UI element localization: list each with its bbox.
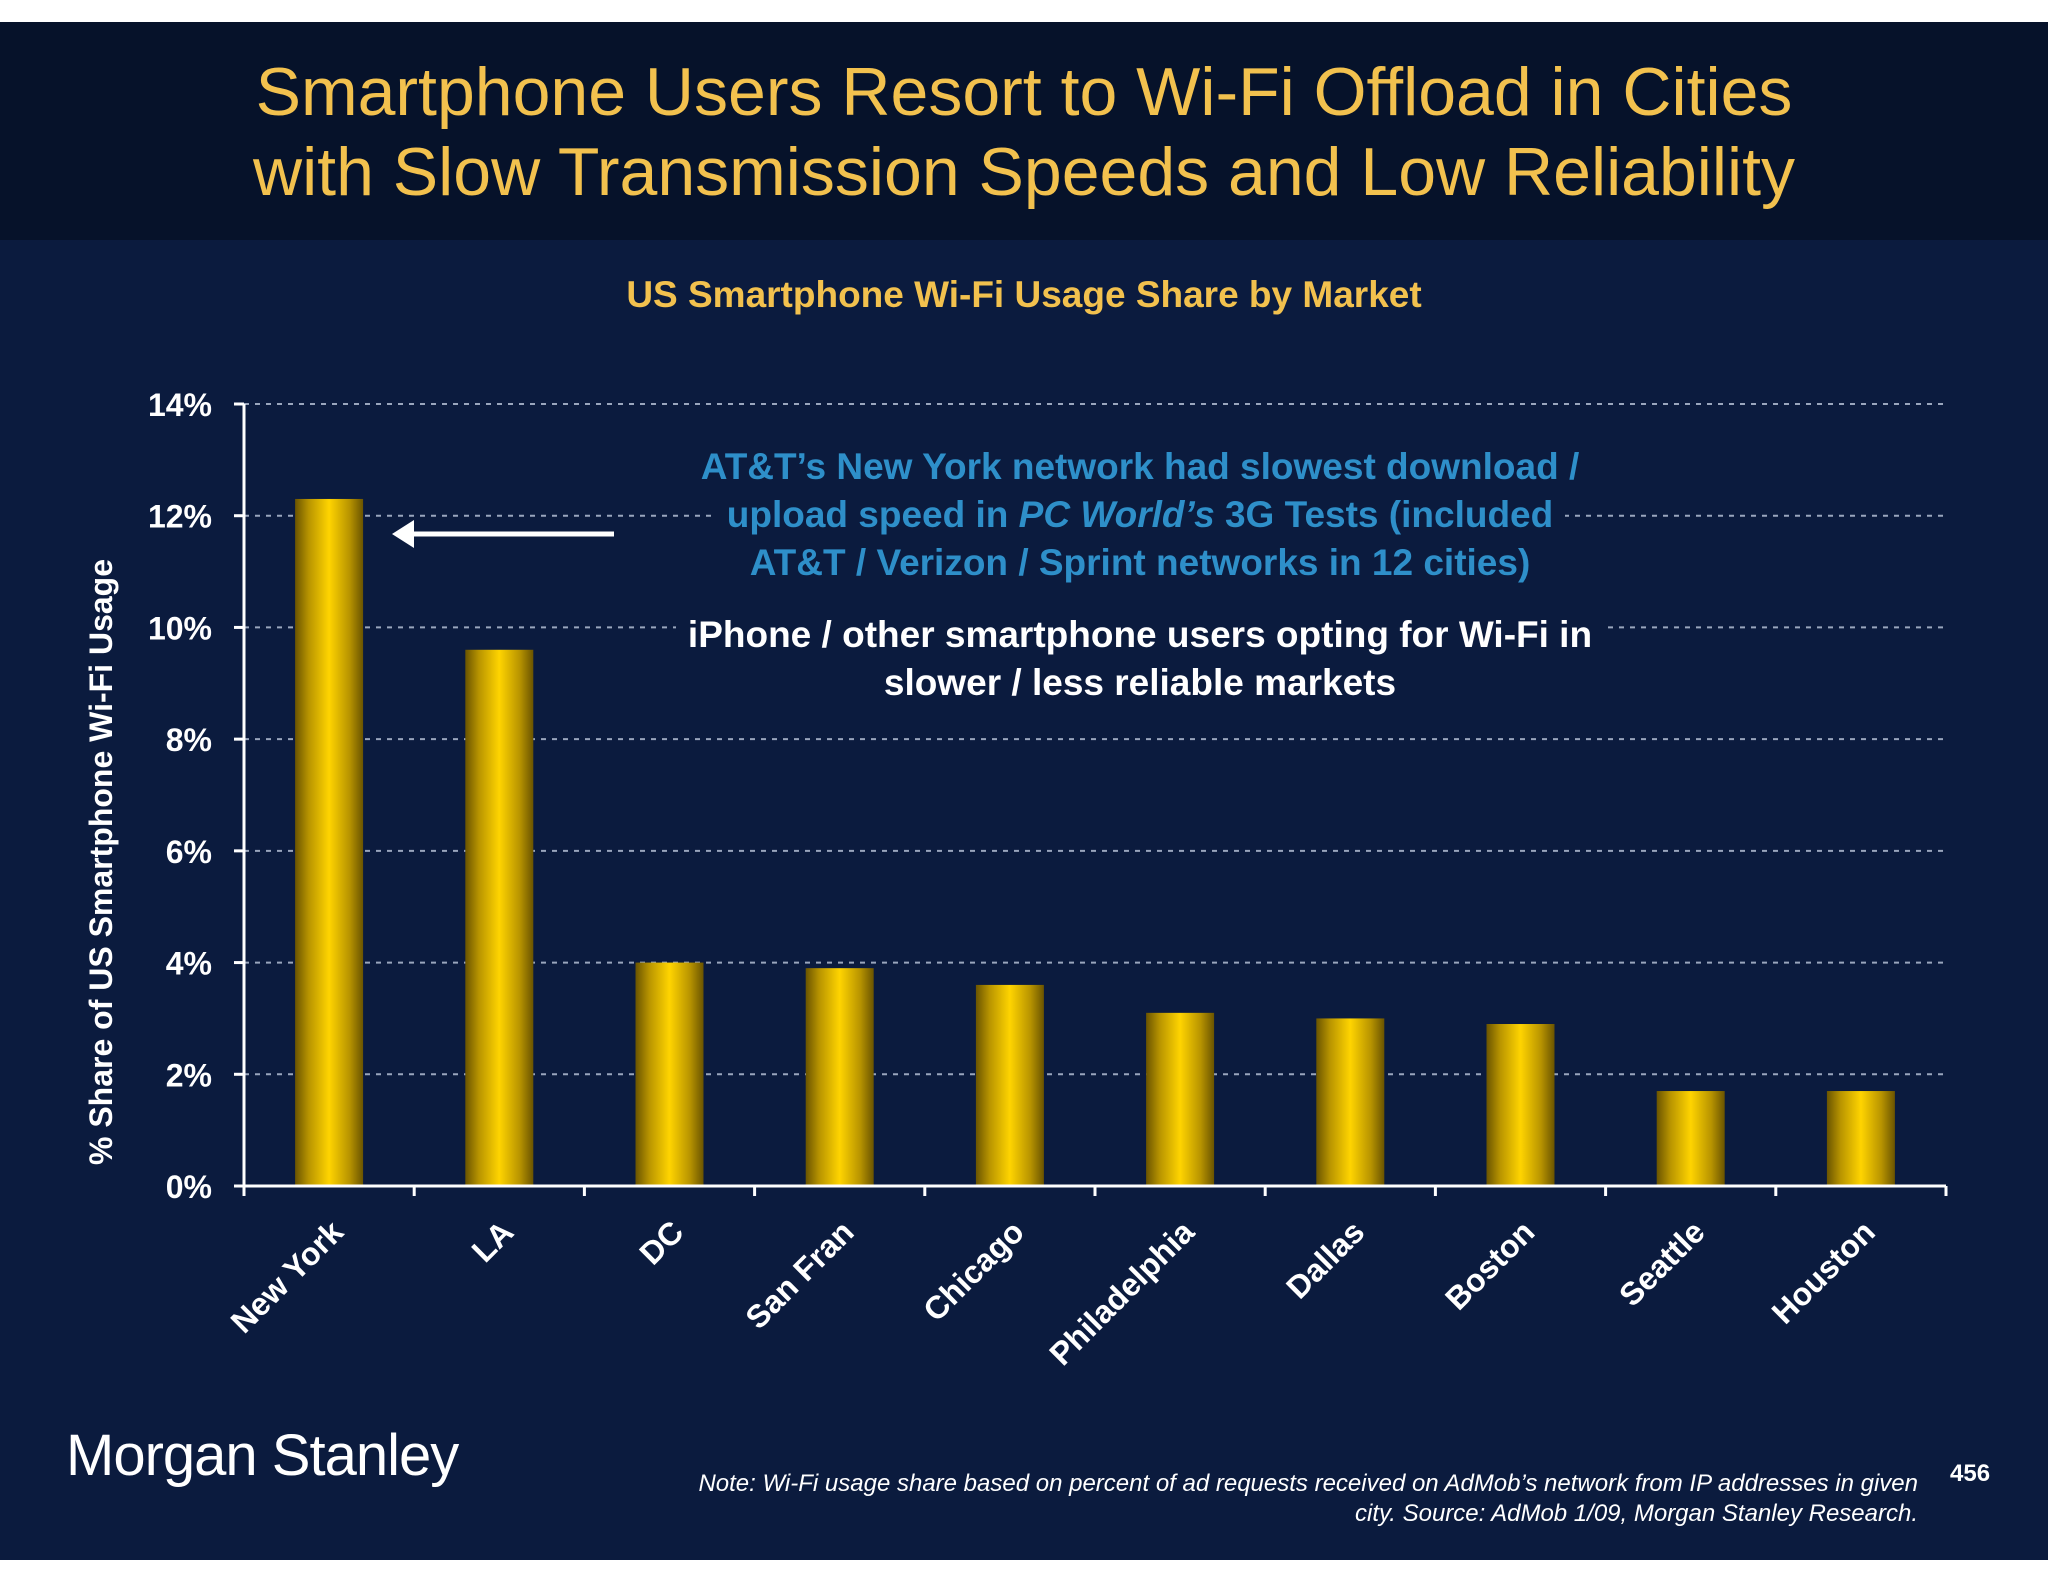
callout-emphasis: PC World’s xyxy=(1018,494,1215,535)
x-tick-label: Seattle xyxy=(1612,1213,1712,1313)
x-tick-label: Houston xyxy=(1765,1213,1882,1330)
bar-philadelphia xyxy=(1146,1012,1215,1186)
bar-dallas xyxy=(1316,1018,1385,1186)
y-tick-label: 14% xyxy=(148,387,212,423)
y-tick-label: 2% xyxy=(166,1057,212,1093)
title-band: Smartphone Users Resort to Wi-Fi Offload… xyxy=(0,22,2048,240)
x-tick-label: Philadelphia xyxy=(1042,1213,1201,1372)
bar-dc xyxy=(635,962,704,1186)
x-tick-label: Chicago xyxy=(916,1213,1031,1328)
bar-boston xyxy=(1486,1024,1555,1186)
bar-la xyxy=(465,649,534,1186)
bar-new-york xyxy=(295,498,364,1186)
y-tick-label: 12% xyxy=(148,499,212,535)
y-axis-label: % Share of US Smartphone Wi-Fi Usage xyxy=(83,559,119,1165)
bar-seattle xyxy=(1656,1091,1725,1186)
slide-title-line-2: with Slow Transmission Speeds and Low Re… xyxy=(252,134,1796,210)
footnote-line-1: Note: Wi-Fi usage share based on percent… xyxy=(698,1470,1918,1497)
x-tick-label: Dallas xyxy=(1279,1213,1371,1305)
y-tick-label: 8% xyxy=(166,722,212,758)
callout-blue-line-1: AT&T’s New York network had slowest down… xyxy=(640,443,1640,491)
slide-title-line-1: Smartphone Users Resort to Wi-Fi Offload… xyxy=(255,54,1793,130)
y-tick-label: 6% xyxy=(166,834,212,870)
arrow-icon xyxy=(392,520,614,548)
y-tick-label: 0% xyxy=(166,1169,212,1205)
footnote-line-2: city. Source: AdMob 1/09, Morgan Stanley… xyxy=(1355,1500,1918,1527)
bar-san-fran xyxy=(805,968,874,1186)
x-tick-label: San Fran xyxy=(738,1213,860,1335)
x-tick-label: LA xyxy=(465,1213,521,1269)
callout-blue-line-3: AT&T / Verizon / Sprint networks in 12 c… xyxy=(640,539,1640,587)
callout-white-line-1: iPhone / other smartphone users opting f… xyxy=(640,611,1640,659)
x-tick-label: Boston xyxy=(1438,1213,1541,1316)
x-tick-label: New York xyxy=(224,1213,351,1340)
x-tick-label: DC xyxy=(632,1213,690,1271)
y-tick-label: 4% xyxy=(166,946,212,982)
morgan-stanley-logo: Morgan Stanley xyxy=(66,1423,459,1488)
y-tick-label: 10% xyxy=(148,610,212,646)
callout-white-line-2: slower / less reliable markets xyxy=(640,659,1640,707)
bar-chicago xyxy=(975,984,1044,1186)
chart-title: US Smartphone Wi-Fi Usage Share by Marke… xyxy=(626,274,1422,315)
bar-houston xyxy=(1826,1091,1895,1186)
callout-blue-line-2: upload speed in PC World’s 3G Tests (inc… xyxy=(640,491,1640,539)
page-number: 456 xyxy=(1950,1460,1991,1487)
bars xyxy=(295,498,1895,1186)
